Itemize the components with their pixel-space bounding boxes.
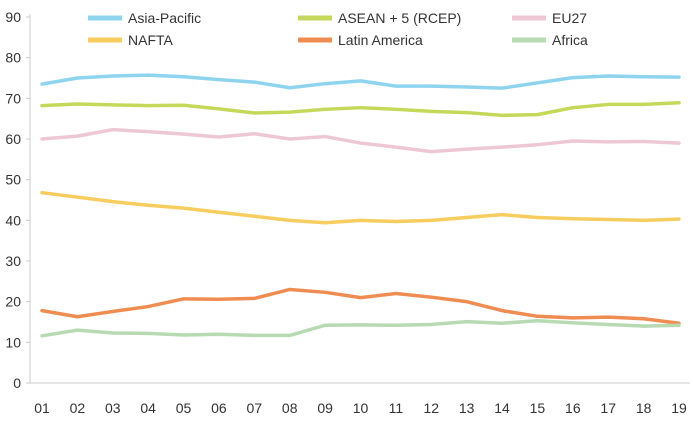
y-tick-label: 60 — [5, 131, 21, 147]
x-tick-label: 02 — [70, 400, 86, 416]
series-line-latin-america — [40, 287, 681, 325]
x-tick-label: 09 — [317, 400, 333, 416]
x-tick-label: 01 — [34, 400, 50, 416]
y-tick-label: 90 — [5, 9, 21, 25]
x-tick-label: 04 — [140, 400, 156, 416]
x-tick-label: 08 — [282, 400, 298, 416]
y-tick-label: 70 — [5, 90, 21, 106]
legend-label: Asia-Pacific — [128, 10, 201, 26]
series-line-eu27 — [40, 127, 681, 154]
x-tick-label: 14 — [494, 400, 510, 416]
legend-label: ASEAN + 5 (RCEP) — [338, 10, 461, 26]
series-line-asia-pacific — [40, 73, 681, 90]
y-tick-label: 10 — [5, 334, 21, 350]
legend-label: EU27 — [552, 10, 587, 26]
x-tick-label: 05 — [176, 400, 192, 416]
series-line-asean-5-rcep- — [40, 101, 681, 118]
x-tick-label: 03 — [105, 400, 121, 416]
x-tick-label: 17 — [600, 400, 616, 416]
x-tick-label: 10 — [353, 400, 369, 416]
legend-label: Latin America — [338, 32, 423, 48]
y-tick-label: 30 — [5, 253, 21, 269]
y-tick-label: 20 — [5, 294, 21, 310]
y-tick-label: 80 — [5, 50, 21, 66]
x-tick-label: 06 — [211, 400, 227, 416]
legend-label: Africa — [552, 32, 588, 48]
y-tick-label: 50 — [5, 172, 21, 188]
x-tick-label: 18 — [636, 400, 652, 416]
x-tick-label: 07 — [247, 400, 263, 416]
series-line-africa — [40, 319, 681, 338]
series-line-nafta — [40, 190, 681, 225]
x-tick-label: 16 — [565, 400, 581, 416]
x-tick-label: 11 — [389, 400, 404, 416]
x-tick-label: 12 — [423, 400, 439, 416]
y-tick-label: 0 — [13, 375, 21, 391]
x-tick-label: 15 — [530, 400, 546, 416]
legend-label: NAFTA — [128, 32, 174, 48]
x-tick-label: 19 — [671, 400, 687, 416]
x-tick-label: 13 — [459, 400, 475, 416]
y-tick-label: 40 — [5, 212, 21, 228]
